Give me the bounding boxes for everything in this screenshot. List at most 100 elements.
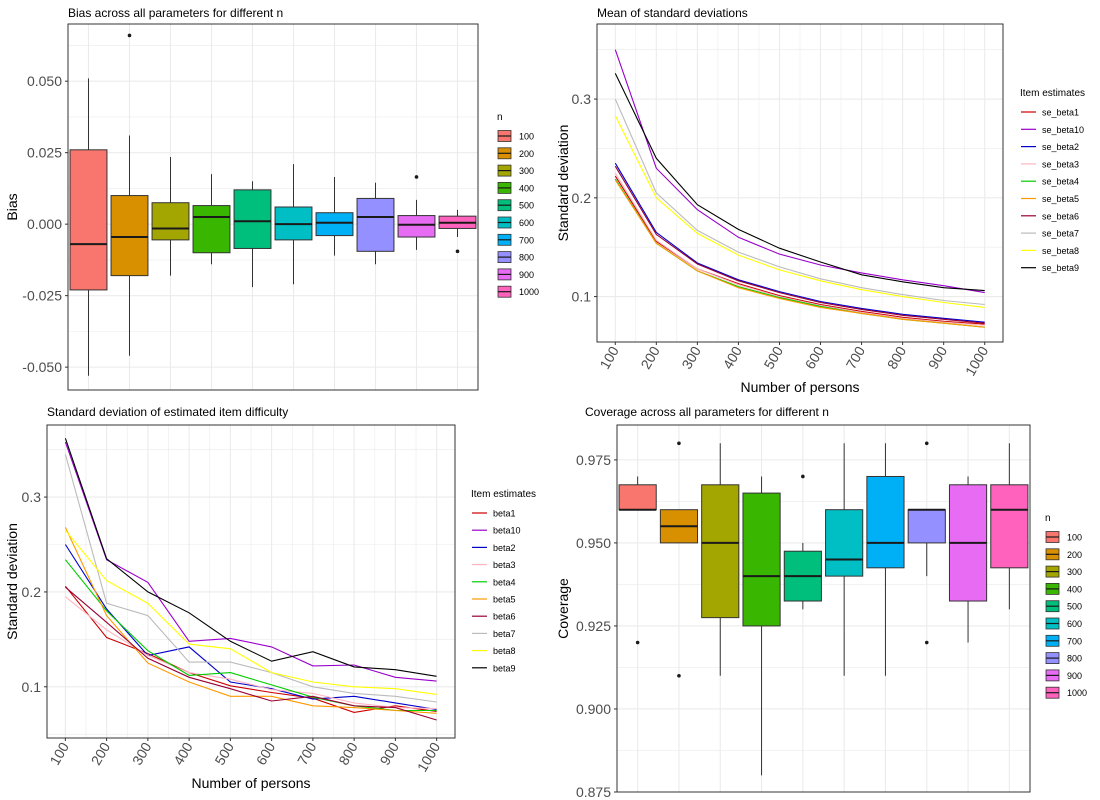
chart-title: Mean of standard deviations bbox=[597, 6, 748, 20]
legend-title: Item estimates bbox=[471, 489, 536, 500]
y-tick-label: 0.875 bbox=[576, 784, 611, 800]
legend-label: se_beta5 bbox=[1042, 194, 1079, 204]
legend-item: 500 bbox=[1045, 600, 1082, 613]
x-tick-label: 600 bbox=[802, 343, 828, 371]
series-line-beta2 bbox=[64, 544, 437, 711]
legend-item: 900 bbox=[1045, 669, 1082, 682]
legend-label: se_beta2 bbox=[1042, 142, 1079, 152]
y-tick-label: 0.1 bbox=[572, 289, 592, 305]
legend-item: se_beta7 bbox=[1021, 229, 1079, 239]
box-600 bbox=[274, 164, 313, 285]
box-iqr bbox=[742, 492, 781, 627]
legend-item: beta3 bbox=[472, 560, 516, 570]
box-300 bbox=[151, 156, 190, 276]
x-axis-label: Number of persons bbox=[740, 379, 859, 395]
legend-label: 600 bbox=[519, 218, 534, 228]
x-tick-label: 900 bbox=[925, 343, 951, 371]
x-tick-label: 800 bbox=[884, 343, 910, 371]
panel-coverage: Coverage across all parameters for diffe… bbox=[555, 405, 1087, 800]
box-iqr bbox=[825, 509, 864, 577]
legend-label: se_beta6 bbox=[1042, 211, 1079, 221]
y-axis-label: Standard deviation bbox=[555, 125, 571, 242]
legend-label: beta5 bbox=[493, 595, 516, 605]
legend-label: se_beta10 bbox=[1042, 125, 1084, 135]
legend-title: n bbox=[497, 112, 503, 123]
y-tick-label: 0.925 bbox=[576, 618, 611, 634]
box-600 bbox=[825, 443, 864, 676]
legend-label: 700 bbox=[1067, 636, 1082, 646]
box-800 bbox=[356, 182, 395, 265]
legend-label: 1000 bbox=[1067, 688, 1087, 698]
legend-item: 600 bbox=[497, 216, 534, 229]
y-tick-label: 0.900 bbox=[576, 701, 611, 717]
legend-label: 300 bbox=[1067, 567, 1082, 577]
y-tick-label: 0.3 bbox=[22, 489, 42, 505]
legend-label: 800 bbox=[1067, 654, 1082, 664]
box-iqr bbox=[356, 197, 395, 252]
box-iqr bbox=[69, 149, 108, 291]
legend-label: 100 bbox=[519, 132, 534, 142]
legend-item: se_beta4 bbox=[1021, 177, 1079, 187]
outlier-point bbox=[414, 175, 419, 179]
legend: Item estimates beta1 beta10 beta2 beta3 beta4… bbox=[471, 489, 536, 673]
legend-label: 700 bbox=[519, 235, 534, 245]
legend-item: beta10 bbox=[472, 526, 521, 536]
legend-item: 100 bbox=[497, 130, 534, 142]
y-tick-label: -0.050 bbox=[22, 359, 62, 375]
legend-item: beta6 bbox=[472, 612, 516, 622]
series-line-beta3 bbox=[65, 596, 437, 710]
box-300 bbox=[701, 443, 740, 676]
x-tick-label: 100 bbox=[596, 343, 622, 371]
series-line-beta6 bbox=[65, 586, 437, 721]
box-iqr bbox=[233, 189, 272, 249]
legend-label: se_beta8 bbox=[1042, 246, 1079, 256]
x-axis-label: Number of persons bbox=[191, 775, 310, 791]
panel-sd_item: Standard deviation of estimated item dif… bbox=[4, 405, 536, 791]
chart-title: Bias across all parameters for different… bbox=[68, 6, 283, 20]
legend-item: se_beta1 bbox=[1021, 108, 1079, 118]
y-tick-label: 0.2 bbox=[22, 584, 42, 600]
box-800 bbox=[907, 441, 946, 645]
x-tick-label: 600 bbox=[253, 739, 279, 767]
y-axis-label: Standard deviation bbox=[4, 523, 20, 640]
y-axis-label: Bias bbox=[4, 193, 20, 220]
y-tick-label: 0.025 bbox=[27, 145, 62, 161]
legend-item: beta8 bbox=[472, 646, 516, 656]
legend-item: beta2 bbox=[472, 543, 516, 553]
series-line-se_beta7 bbox=[614, 98, 985, 306]
legend-label: 500 bbox=[1067, 602, 1082, 612]
series-line-beta9 bbox=[64, 438, 437, 677]
legend-item: se_beta9 bbox=[1021, 263, 1079, 273]
data-marks bbox=[69, 33, 477, 376]
x-tick-label: 1000 bbox=[962, 343, 992, 378]
legend-label: 900 bbox=[519, 270, 534, 280]
box-200 bbox=[110, 33, 149, 356]
legend-title: n bbox=[1045, 513, 1051, 524]
legend-label: beta2 bbox=[493, 543, 516, 553]
plot-border bbox=[46, 424, 456, 739]
series-line-se_beta9 bbox=[614, 73, 985, 292]
plot-border bbox=[596, 23, 1004, 343]
box-iqr bbox=[151, 202, 190, 241]
series-line-beta4 bbox=[64, 559, 437, 712]
legend: Item estimates se_beta1 se_beta10 se_beta2s… bbox=[1020, 88, 1085, 273]
x-tick-label: 700 bbox=[294, 739, 320, 767]
outlier-point bbox=[635, 640, 640, 645]
legend-item: beta9 bbox=[472, 663, 516, 673]
legend-label: 400 bbox=[1067, 584, 1082, 594]
box-iqr bbox=[397, 215, 436, 238]
box-700 bbox=[866, 443, 905, 676]
legend: n 100 200 300 400 500 600 700 800 900 1000 bbox=[497, 112, 539, 298]
series-line-se_beta6 bbox=[614, 165, 985, 324]
y-tick-label: 0.3 bbox=[572, 91, 592, 107]
legend-item: 800 bbox=[497, 251, 534, 264]
legend-item: se_beta10 bbox=[1021, 125, 1084, 135]
legend-item: 300 bbox=[1045, 565, 1082, 578]
series-line-se_beta10 bbox=[614, 49, 985, 294]
y-tick-label: 0.950 bbox=[576, 535, 611, 551]
legend-item: 400 bbox=[1045, 583, 1082, 595]
plot-border bbox=[616, 424, 1031, 793]
legend-item: 700 bbox=[497, 233, 534, 246]
legend-item: se_beta3 bbox=[1021, 159, 1079, 169]
box-iqr bbox=[701, 484, 740, 619]
